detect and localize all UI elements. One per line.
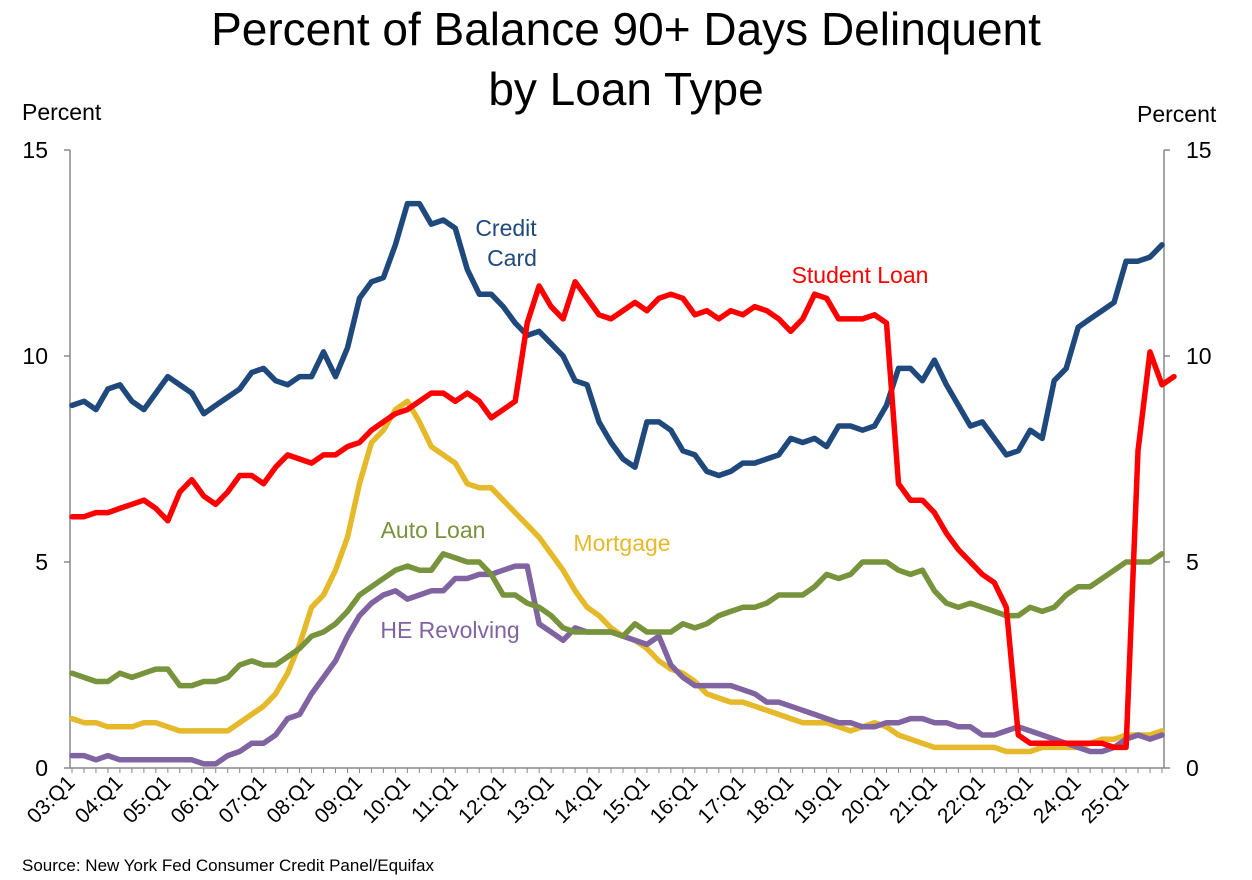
x-tick-label: 07:Q1 xyxy=(214,771,271,828)
series-label-credit-card: Card xyxy=(487,245,537,271)
axes: 0 0 5 5 10 10 15 15 03:Q104:Q105:Q106:Q107:Q108:… xyxy=(22,137,1211,828)
right-axis-unit-label: Percent xyxy=(1137,101,1217,127)
x-tick-label: 21:Q1 xyxy=(885,771,942,828)
series-label-auto-loan: Auto Loan xyxy=(381,517,486,543)
series-line-credit-card xyxy=(69,200,1165,479)
left-axis-unit-label: Percent xyxy=(22,99,102,125)
x-tick-label: 22:Q1 xyxy=(933,771,990,828)
y-tick-label-right: 5 xyxy=(1186,549,1199,575)
x-tick-label: 08:Q1 xyxy=(262,771,319,828)
source-note: Source: New York Fed Consumer Credit Pan… xyxy=(22,856,434,875)
series-layer xyxy=(69,200,1177,767)
series-label-he-revolving: HE Revolving xyxy=(380,617,519,643)
y-tick-label-left: 0 xyxy=(35,755,48,781)
x-tick-label: 03:Q1 xyxy=(23,771,80,828)
series-label-student-loan: Student Loan xyxy=(792,262,929,288)
x-tick-label: 25:Q1 xyxy=(1077,771,1134,828)
x-tick-label: 20:Q1 xyxy=(837,771,894,828)
x-tick-label: 15:Q1 xyxy=(598,771,655,828)
x-tick-label: 05:Q1 xyxy=(119,771,176,828)
x-tick-label: 24:Q1 xyxy=(1029,771,1086,828)
x-tick-label: 13:Q1 xyxy=(502,771,559,828)
x-tick-label: 17:Q1 xyxy=(694,771,751,828)
y-tick-label-right: 15 xyxy=(1186,137,1212,163)
x-tick-label: 18:Q1 xyxy=(741,771,798,828)
x-tick-label: 19:Q1 xyxy=(789,771,846,828)
series-label-credit-card: Credit xyxy=(475,215,537,241)
chart-title-line-1: Percent of Balance 90+ Days Delinquent xyxy=(211,3,1041,55)
series-line-student-loan xyxy=(69,279,1177,751)
x-tick-label: 14:Q1 xyxy=(550,771,607,828)
x-tick-label: 10:Q1 xyxy=(358,771,415,828)
x-tick-label: 16:Q1 xyxy=(646,771,703,828)
series-label-mortgage: Mortgage xyxy=(573,530,670,556)
y-tick-label-right: 0 xyxy=(1186,755,1199,781)
x-tick-label: 09:Q1 xyxy=(310,771,367,828)
x-tick-label: 12:Q1 xyxy=(454,771,511,828)
x-tick-label: 11:Q1 xyxy=(407,771,463,827)
y-tick-label-left: 5 xyxy=(35,549,48,575)
x-tick-label: 23:Q1 xyxy=(981,771,1038,828)
y-tick-label-right: 10 xyxy=(1186,343,1212,369)
y-tick-label-left: 15 xyxy=(22,137,48,163)
y-tick-label-left: 10 xyxy=(22,343,48,369)
series-labels-layer: Credit Card Student Loan Auto Loan Mortgage H… xyxy=(380,215,928,643)
series-line-auto-loan xyxy=(69,551,1165,689)
chart-title-line-2: by Loan Type xyxy=(488,63,764,115)
x-tick-label: 06:Q1 xyxy=(167,771,224,828)
x-tick-label: 04:Q1 xyxy=(71,771,128,828)
